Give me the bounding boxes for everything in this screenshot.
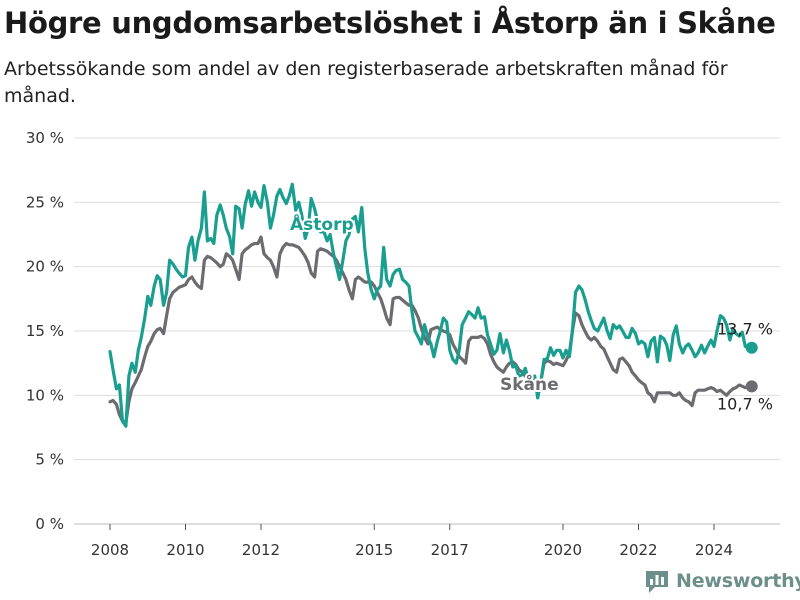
- series-lines: [108, 182, 758, 428]
- newsworthy-logo: Newsworthy: [644, 568, 800, 594]
- y-tick-label: 15 %: [26, 322, 64, 340]
- axis-labels: 0 % 5 % 10 % 15 % 20 % 25 % 30 % 2008 2010 2012 20…: [26, 129, 733, 559]
- end-value-label-skane: 10,7 %: [717, 394, 773, 413]
- page-title: Högre ungdomsarbetslöshet i Åstorp än i …: [4, 6, 776, 40]
- x-tick-label: 2008: [91, 541, 129, 559]
- series-line-astorp: [108, 182, 751, 428]
- y-tick-label: 20 %: [26, 258, 64, 276]
- x-tick-label: 2010: [166, 541, 204, 559]
- y-tick-label: 5 %: [35, 451, 64, 469]
- x-tick-label: 2020: [544, 541, 582, 559]
- x-tick-label: 2024: [695, 541, 733, 559]
- y-tick-label: 25 %: [26, 193, 64, 211]
- series-label-skane: Skåne: [500, 373, 559, 395]
- end-point-marker: [745, 341, 758, 354]
- y-tick-label: 30 %: [26, 129, 64, 147]
- brand-name: Newsworthy: [676, 570, 800, 592]
- y-tick-label: 10 %: [26, 386, 64, 404]
- x-tick-label: 2015: [355, 541, 393, 559]
- x-tick-label: 2012: [242, 541, 280, 559]
- series-label-skane-halo: Skåne: [500, 373, 559, 395]
- series-label-astorp-halo: Åstorp: [290, 212, 354, 235]
- page-subtitle: Arbetssökande som andel av den registerb…: [4, 58, 728, 107]
- end-value-label-astorp: 13,7 %: [717, 320, 773, 339]
- series-line-skane: [108, 235, 751, 424]
- x-tick-label: 2022: [619, 541, 657, 559]
- y-tick-label: 0 %: [35, 515, 64, 533]
- bar-chart-icon: [646, 571, 668, 593]
- series-label-astorp: Åstorp: [290, 212, 354, 235]
- x-tick-label: 2017: [431, 541, 469, 559]
- end-point-marker: [745, 380, 758, 393]
